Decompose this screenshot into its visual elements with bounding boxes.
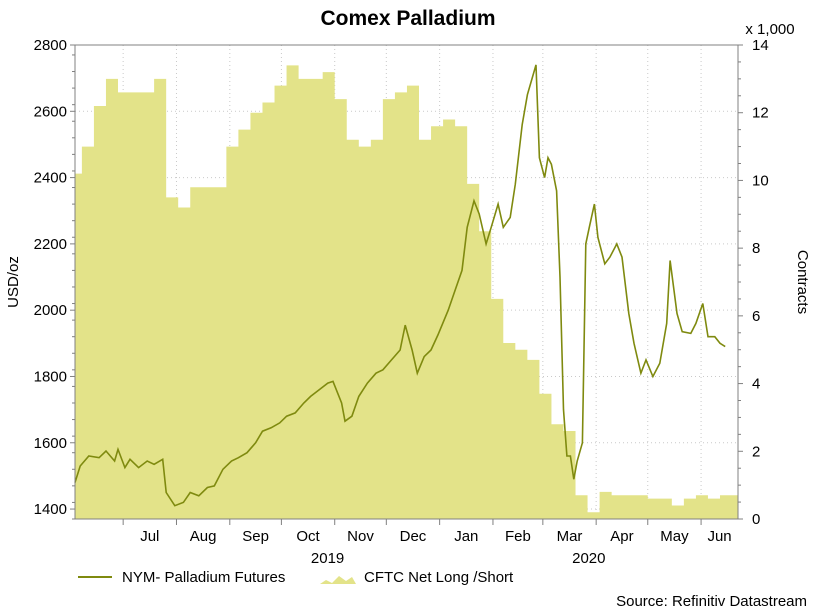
right-axis-tick-label: 0 (752, 511, 760, 528)
left-axis-label: USD/oz (5, 256, 22, 308)
x-axis-month-label: Jan (454, 528, 478, 545)
legend-label-futures: NYM- Palladium Futures (122, 569, 285, 586)
legend: NYM- Palladium Futures CFTC Net Long /Sh… (78, 569, 514, 586)
right-axis-tick-label: 8 (752, 240, 760, 257)
left-axis-tick-label: 2000 (34, 302, 67, 319)
x-axis-month-label: Apr (610, 528, 633, 545)
left-axis-tick-label: 1800 (34, 368, 67, 385)
left-axis-tick-label: 2200 (34, 236, 67, 253)
x-axis-month-label: Oct (296, 528, 320, 545)
palladium-futures-line (74, 64, 726, 507)
right-axis-tick-label: 6 (752, 308, 760, 325)
x-axis-month-label: Aug (190, 528, 217, 545)
legend-area-swatch (320, 576, 356, 584)
left-axis-tick-label: 2800 (34, 37, 67, 54)
x-axis-month-label: Jul (140, 528, 159, 545)
legend-label-cftc: CFTC Net Long /Short (364, 569, 514, 586)
chart-title: Comex Palladium (320, 7, 495, 30)
right-axis-tick-label: 2 (752, 443, 760, 460)
x-axis-year-label: 2020 (572, 550, 605, 567)
x-axis-month-label: Feb (505, 528, 531, 545)
x-axis-month-label: Nov (347, 528, 374, 545)
right-axis-ticks: 0 2 4 6 8 10 12 14 (738, 37, 769, 528)
x-axis-month-label: Sep (242, 528, 269, 545)
left-axis-tick-label: 2600 (34, 103, 67, 120)
cftc-net-long-short-area (75, 65, 738, 520)
right-axis-tick-label: 4 (752, 376, 760, 393)
x-axis-month-label: Dec (400, 528, 427, 545)
x-axis-month-label: Mar (557, 528, 583, 545)
left-axis-ticks: 1400 1600 1800 2000 2200 2400 2600 2800 (34, 37, 75, 520)
x-axis-month-label: May (660, 528, 689, 545)
right-axis-tick-label: 14 (752, 37, 769, 54)
right-axis-multiplier: x 1,000 (745, 21, 794, 38)
x-axis-month-label: Jun (707, 528, 731, 545)
right-axis-label: Contracts (794, 250, 811, 314)
right-axis-tick-label: 12 (752, 105, 769, 122)
left-axis-tick-label: 1400 (34, 501, 67, 518)
x-axis-ticks: Jul Aug Sep Oct Nov Dec Jan Feb Mar Apr May Jun 2019… (122, 519, 732, 567)
x-axis-year-label: 2019 (311, 550, 344, 567)
left-axis-tick-label: 1600 (34, 435, 67, 452)
left-axis-tick-label: 2400 (34, 170, 67, 187)
source-note: Source: Refinitiv Datastream (616, 593, 807, 610)
right-axis-tick-label: 10 (752, 172, 769, 189)
